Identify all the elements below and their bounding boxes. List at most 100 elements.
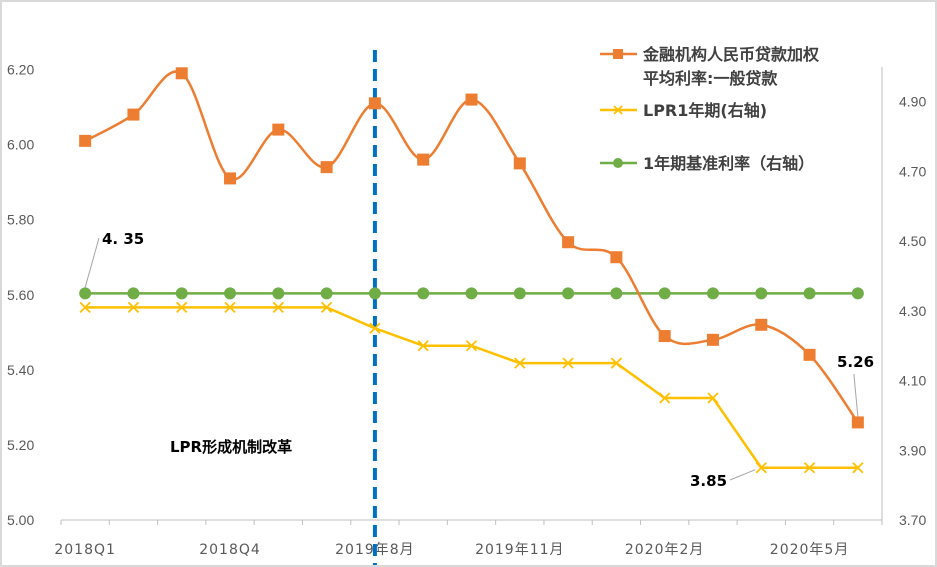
data-point-1 [176,301,188,314]
annotation-leader [729,469,756,481]
data-point-1 [224,301,236,314]
data-point-0 [513,157,526,170]
x-marker-stroke [610,357,623,369]
data-point-1 [272,301,284,314]
data-point-1 [610,357,623,369]
data-point-2 [368,287,381,300]
data-point-2 [465,287,478,300]
x-tick-label: 2018Q1 [54,542,116,558]
right-tick-label: 3.70 [899,512,926,528]
data-point-2 [562,287,575,300]
x-tick-label: 2020年5月 [770,542,850,558]
left-tick-label: 5.00 [7,512,34,528]
legend-label: 1年期基准利率（右轴） [643,154,814,173]
data-point-2 [224,287,237,300]
annotation-leader [84,237,100,288]
data-point-1 [659,392,671,404]
x-marker-stroke [755,462,767,474]
data-point-1 [127,301,140,314]
x-marker-stroke [514,357,526,369]
data-point-2 [706,287,719,300]
data-point-0 [706,333,719,346]
left-tick-label: 5.40 [7,362,34,378]
left-tick-label: 5.80 [7,212,34,228]
legend-item-2: 1年期基准利率（右轴） [600,154,814,173]
x-marker-stroke [176,301,188,314]
x-marker-stroke [803,462,816,474]
right-tick-label: 4.30 [899,303,926,319]
data-point-2 [658,287,671,300]
right-tick-label: 4.90 [899,94,926,110]
left-tick-label: 5.20 [7,437,34,453]
data-point-2 [513,287,526,300]
left-tick-label: 6.20 [7,62,34,78]
x-marker-stroke [272,301,284,314]
data-point-0 [465,93,478,106]
data-point-2 [610,287,623,300]
legend-x-icon [613,105,623,115]
data-point-2 [417,287,430,300]
annotation-4-35: 4. 35 [102,230,144,248]
data-point-2 [803,287,816,300]
x-marker-stroke [707,392,719,404]
data-point-0 [272,123,285,136]
data-point-1 [369,322,381,334]
legend-label: LPR1年期(右轴) [643,101,767,120]
x-marker-stroke [79,301,91,314]
data-point-0 [755,318,768,331]
x-marker-stroke [465,340,478,352]
x-tick-label: 2019年11月 [475,542,564,558]
data-point-0 [610,251,623,264]
right-tick-label: 4.50 [899,233,926,249]
data-point-1 [755,462,767,474]
data-point-2 [320,287,333,300]
data-point-1 [465,340,478,352]
data-point-0 [79,134,92,147]
x-marker-stroke [659,392,671,404]
x-marker-stroke [320,301,333,314]
data-point-0 [658,330,671,343]
data-point-0 [562,236,575,249]
data-point-0 [368,97,381,110]
series-line-0 [84,70,859,424]
data-point-0 [851,416,864,429]
data-point-2 [175,287,188,300]
x-tick-label: 2020年2月 [625,542,705,558]
annotation-5-26: 5.26 [837,353,874,371]
x-marker-stroke [369,322,381,334]
left-tick-label: 6.00 [7,137,34,153]
data-point-1 [514,357,526,369]
x-tick-label: 2018Q4 [199,542,261,558]
data-point-0 [803,348,816,361]
annotation-leader [853,373,859,417]
right-tick-label: 4.70 [899,163,926,179]
data-point-0 [417,153,430,166]
data-point-0 [320,161,333,174]
data-point-1 [79,301,91,314]
data-point-0 [224,172,237,185]
left-tick-label: 5.60 [7,287,34,303]
right-tick-label: 4.10 [899,373,926,389]
x-marker-stroke [224,301,236,314]
data-point-2 [851,287,864,300]
data-point-1 [562,357,574,369]
x-marker-stroke [562,357,574,369]
data-point-2 [272,287,285,300]
legend-circle-icon [613,158,623,168]
reform-label: LPR形成机制改革 [170,438,292,456]
data-point-1 [803,462,816,474]
x-marker-stroke [417,340,429,352]
data-point-1 [417,340,429,352]
data-point-1 [707,392,719,404]
legend-label: 平均利率:一般贷款 [643,69,778,88]
x-marker-stroke [127,301,140,314]
data-point-2 [755,287,768,300]
legend-label: 金融机构人民币贷款加权 [642,45,820,64]
data-point-0 [175,67,188,80]
data-point-2 [127,287,140,300]
legend-square-icon [613,49,623,59]
right-tick-label: 3.90 [899,442,926,458]
